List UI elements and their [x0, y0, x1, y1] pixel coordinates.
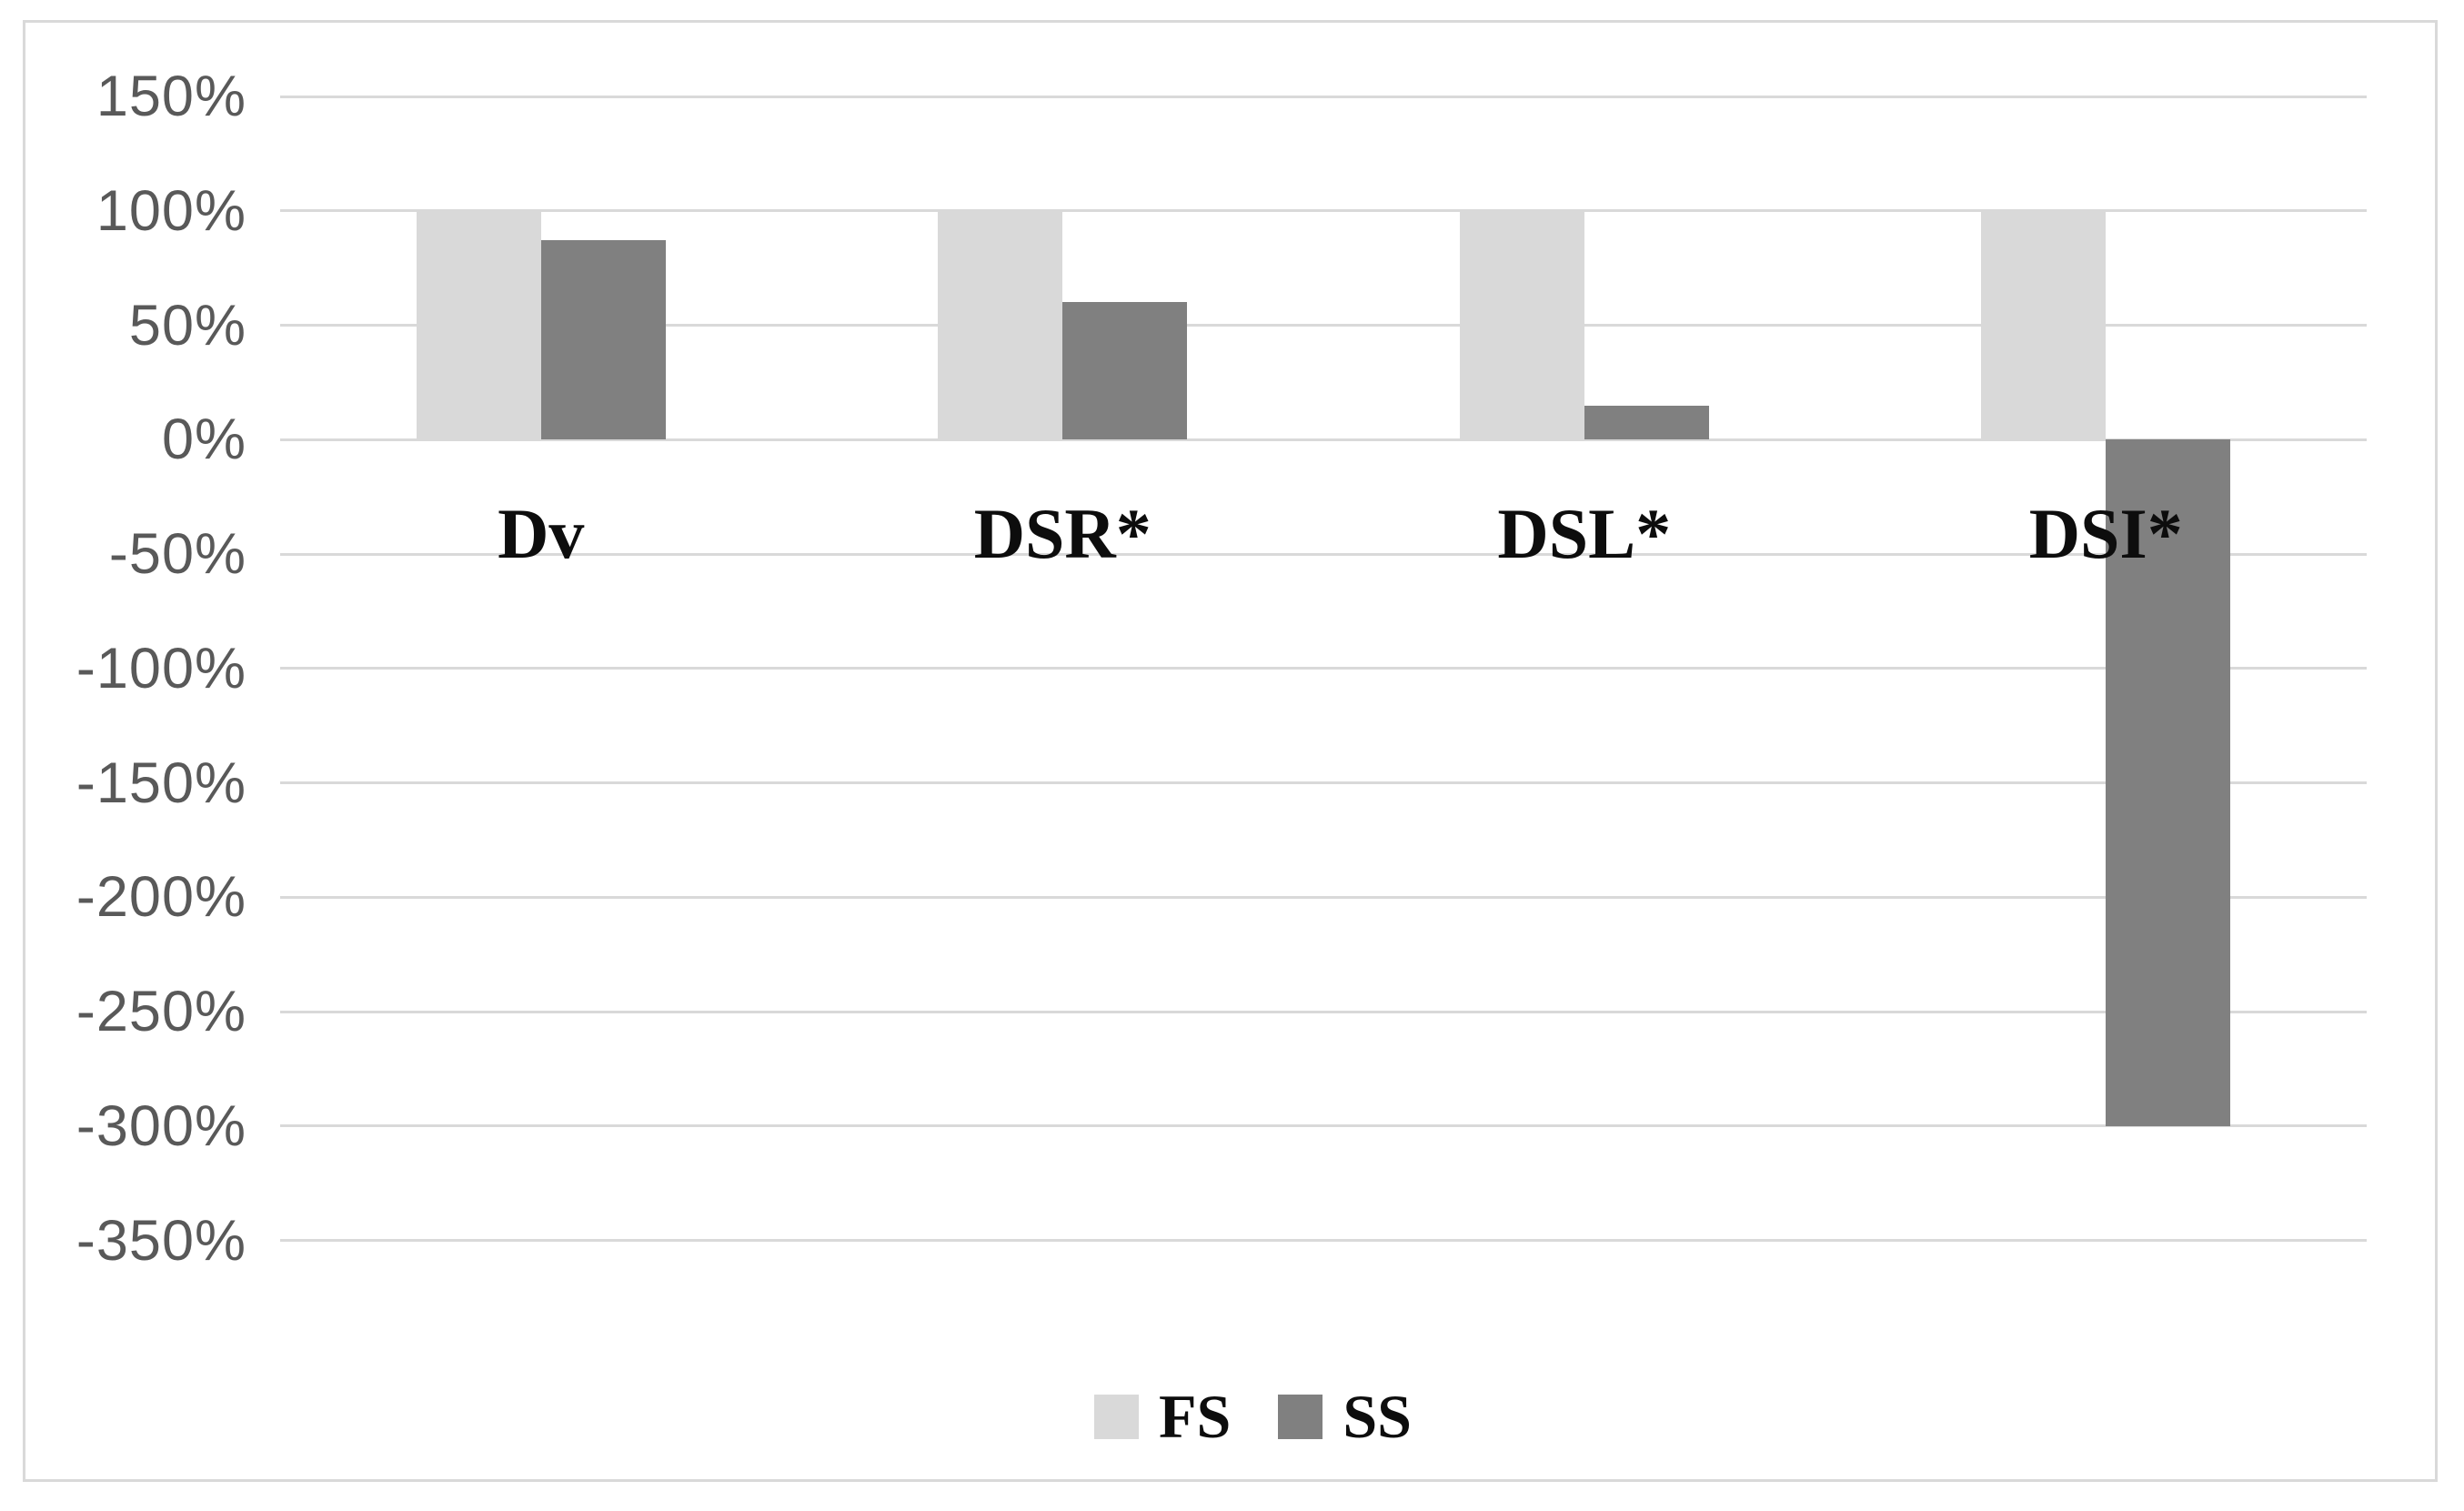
- plot-area: 150% 100% 50% 0% -50% -100% -150% -200% -250% -30…: [25, 23, 2435, 1479]
- gridline--150%: [280, 781, 2367, 784]
- gridline--250%: [280, 1010, 2367, 1013]
- gridline--100%: [280, 667, 2367, 670]
- legend-swatch-ss-icon: [1278, 1394, 1323, 1439]
- y-axis-tick-label: -100%: [75, 636, 246, 700]
- y-axis-tick-label: -250%: [75, 980, 246, 1043]
- bar-SS-DSI*: [2106, 439, 2231, 1126]
- legend-item-fs: FS: [1094, 1384, 1231, 1449]
- bar-FS-DSR*: [938, 210, 1063, 440]
- category-label-DSI*: DSI*: [2028, 494, 2183, 573]
- y-axis-tick-label: -300%: [75, 1093, 246, 1158]
- y-axis-tick-label: 0%: [161, 408, 246, 472]
- bar-SS-DSR*: [1062, 302, 1188, 440]
- gridline--200%: [280, 895, 2367, 899]
- y-axis-tick-label: 100%: [96, 178, 246, 243]
- y-axis-tick-label: -50%: [108, 522, 246, 586]
- gridline-150%: [280, 95, 2367, 98]
- bar-SS-DSL*: [1584, 405, 1709, 440]
- category-label-DSL*: DSL*: [1497, 494, 1672, 573]
- gridline-0%: [280, 438, 2367, 441]
- gridline--350%: [280, 1239, 2367, 1242]
- legend: FS SS: [48, 1382, 2458, 1451]
- gridline--300%: [280, 1124, 2367, 1128]
- gridline-100%: [280, 209, 2367, 213]
- bar-FS-Dv: [416, 210, 541, 440]
- category-label-DSR*: DSR*: [973, 494, 1152, 573]
- bar-SS-Dv: [540, 240, 666, 440]
- legend-label-ss: SS: [1343, 1382, 1412, 1451]
- y-axis-tick-label: 50%: [128, 293, 246, 358]
- y-axis-tick-label: 150%: [96, 65, 246, 128]
- bar-FS-DSI*: [1981, 210, 2107, 440]
- gridline-50%: [280, 324, 2367, 327]
- y-axis-tick-label: -200%: [75, 865, 246, 930]
- category-label-Dv: Dv: [498, 494, 585, 573]
- legend-label-fs: FS: [1159, 1382, 1232, 1451]
- bar-FS-DSL*: [1459, 210, 1584, 440]
- chart-frame: 150% 100% 50% 0% -50% -100% -150% -200% -250% -30…: [23, 20, 2438, 1482]
- y-axis-tick-label: -350%: [75, 1208, 246, 1273]
- gridline--50%: [280, 552, 2367, 556]
- y-axis-tick-label: -150%: [75, 750, 246, 815]
- legend-item-ss: SS: [1278, 1384, 1412, 1449]
- legend-swatch-fs-icon: [1094, 1394, 1139, 1439]
